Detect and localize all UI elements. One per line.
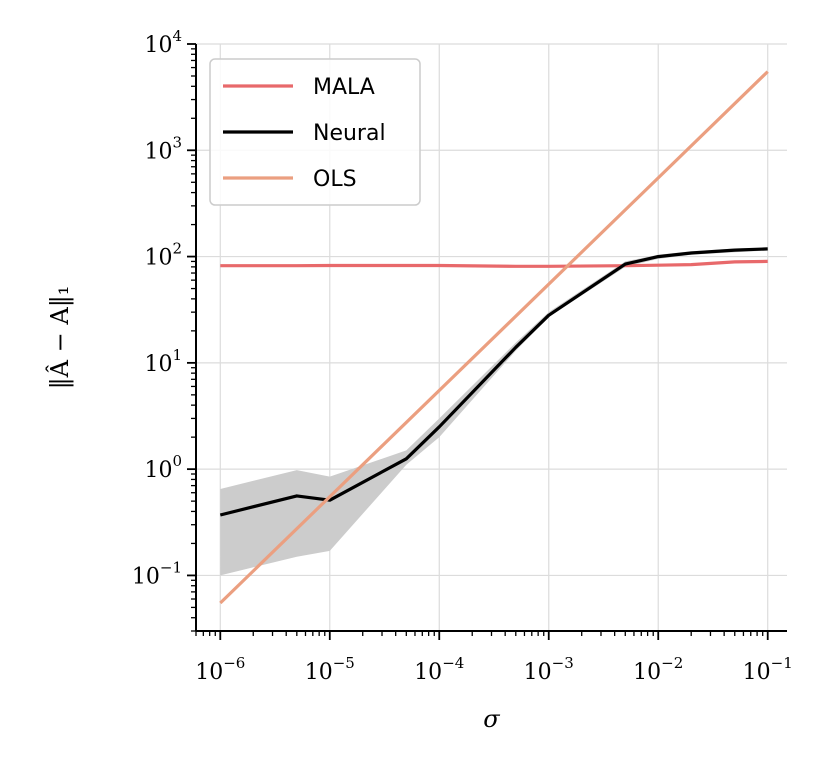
x-tick-label: 10−1 [743,654,793,685]
x-tick-label: 10−4 [414,654,464,685]
x-tick-label: 10−2 [633,654,683,685]
mala-series-line [220,259,768,268]
x-tick-label: 10−5 [305,654,355,685]
x-tick-label: 10−3 [524,654,574,685]
y-tick-label: 10−1 [132,558,182,589]
confidence-band-layer [220,247,768,576]
series-layer [219,70,769,605]
legend-box [209,58,421,206]
legend: MALA Neural OLS [209,58,421,206]
y-tick-label: 104 [144,27,182,58]
neural-confidence-band [220,247,768,576]
y-axis-label: ‖Â − A‖₁ [45,286,75,390]
y-tick-label: 103 [144,133,182,164]
legend-label-neural: Neural [313,121,386,146]
y-tick-label: 102 [144,240,182,271]
y-tick-label: 101 [144,346,182,377]
x-tick-label: 10−6 [195,654,245,685]
x-axis-label: σ [483,705,500,733]
legend-label-mala: MALA [313,75,375,100]
neural-series-line [219,247,768,517]
legend-label-ols: OLS [313,167,357,192]
ticks: 10−6 10−5 10−4 10−3 10−2 10−1 10−1 100 101 102 103… [132,27,793,685]
ols-series-line [219,70,769,605]
y-tick-label: 100 [144,452,182,483]
